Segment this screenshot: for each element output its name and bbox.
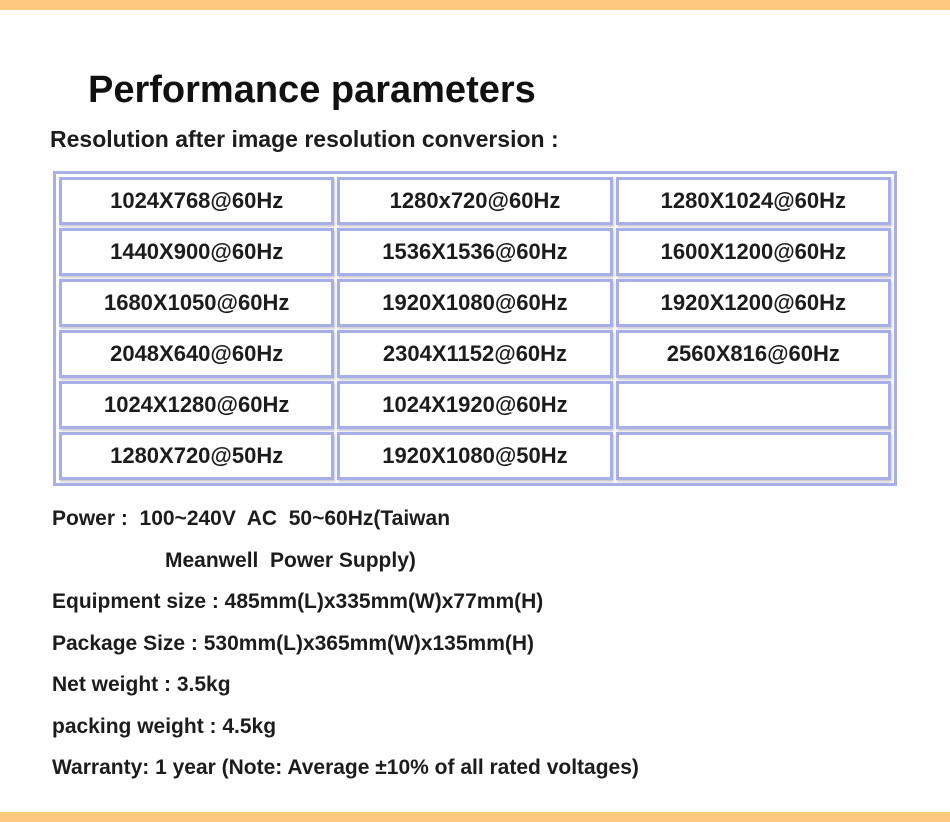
resolution-cell: 1024X768@60Hz bbox=[59, 177, 335, 225]
table-row: 1680X1050@60Hz 1920X1080@60Hz 1920X1200@… bbox=[59, 279, 891, 327]
spec-package-size: Package Size : 530mm(L)x365mm(W)x135mm(H… bbox=[52, 631, 535, 655]
resolution-cell bbox=[615, 432, 891, 480]
resolution-cell bbox=[615, 381, 891, 429]
resolution-cell: 1024X1280@60Hz bbox=[59, 381, 335, 429]
top-accent-bar bbox=[0, 0, 950, 10]
resolution-cell: 2048X640@60Hz bbox=[59, 330, 335, 378]
bottom-accent-bar bbox=[0, 812, 950, 822]
spec-power-line2: Meanwell Power Supply) bbox=[165, 548, 416, 572]
table-row: 1024X1280@60Hz 1024X1920@60Hz bbox=[59, 381, 891, 429]
resolution-cell: 1280X720@50Hz bbox=[59, 432, 335, 480]
spec-equipment-size: Equipment size : 485mm(L)x335mm(W)x77mm(… bbox=[52, 590, 544, 613]
page-title: Performance parameters bbox=[88, 69, 536, 112]
table-row: 2048X640@60Hz 2304X1152@60Hz 2560X816@60… bbox=[59, 330, 891, 378]
table-row: 1024X768@60Hz 1280x720@60Hz 1280X1024@60… bbox=[59, 177, 891, 225]
resolution-cell: 1920X1080@50Hz bbox=[337, 432, 613, 480]
resolution-cell: 1600X1200@60Hz bbox=[615, 228, 891, 276]
spec-list: Power : 100~240V AC 50~60Hz(Taiwan Meanw… bbox=[52, 498, 639, 789]
resolution-cell: 1440X900@60Hz bbox=[59, 228, 335, 276]
resolution-table: 1024X768@60Hz 1280x720@60Hz 1280X1024@60… bbox=[53, 171, 897, 486]
spec-power-line1: Power : 100~240V AC 50~60Hz(Taiwan bbox=[52, 507, 451, 530]
table-row: 1440X900@60Hz 1536X1536@60Hz 1600X1200@6… bbox=[59, 228, 891, 276]
resolution-cell: 1280X1024@60Hz bbox=[615, 177, 891, 225]
resolution-cell: 1536X1536@60Hz bbox=[337, 228, 613, 276]
spec-net-weight: Net weight : 3.5kg bbox=[52, 673, 231, 696]
resolution-cell: 1680X1050@60Hz bbox=[59, 279, 335, 327]
resolution-cell: 1920X1200@60Hz bbox=[615, 279, 891, 327]
resolution-cell: 2560X816@60Hz bbox=[615, 330, 891, 378]
resolution-cell: 1920X1080@60Hz bbox=[337, 279, 613, 327]
resolution-table-caption: Resolution after image resolution conver… bbox=[50, 126, 559, 152]
resolution-cell: 1280x720@60Hz bbox=[337, 177, 613, 225]
resolution-cell: 2304X1152@60Hz bbox=[337, 330, 613, 378]
resolution-cell: 1024X1920@60Hz bbox=[337, 381, 613, 429]
table-row: 1280X720@50Hz 1920X1080@50Hz bbox=[59, 432, 891, 480]
spec-packing-weight: packing weight : 4.5kg bbox=[52, 714, 277, 738]
spec-warranty: Warranty: 1 year (Note: Average ±10% of … bbox=[52, 756, 639, 779]
